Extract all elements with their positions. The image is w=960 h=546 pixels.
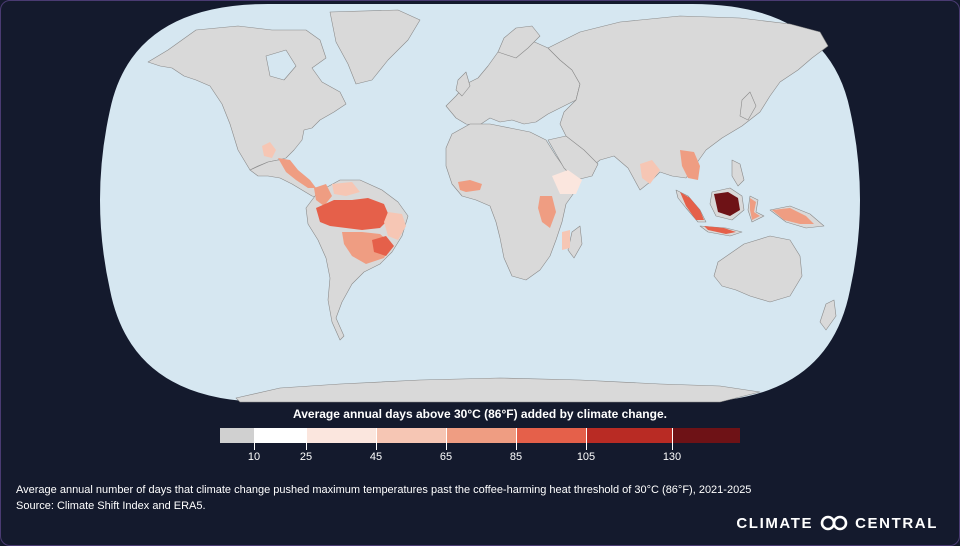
hotspot-ethiopia[interactable] [552, 170, 582, 194]
north-america-landmass [147, 25, 347, 171]
climate-central-logo[interactable]: CLIMATE CENTRAL [736, 514, 938, 532]
australia-landmass [713, 235, 803, 303]
hotspot-east-africa[interactable] [538, 196, 556, 228]
japan-landmass [739, 91, 757, 121]
linked-rings-icon [820, 515, 848, 531]
legend-title: Average annual days above 30°C (86°F) ad… [293, 407, 667, 421]
greenland-landmass [329, 9, 421, 85]
arabia-landmass [547, 135, 599, 181]
hotspot-tanzania[interactable] [562, 230, 570, 250]
antarctica-landmass [235, 377, 761, 403]
legend-segment [516, 428, 586, 443]
hotspot-southeast-asia[interactable] [680, 150, 700, 180]
hotspot-sumatra[interactable] [680, 192, 704, 220]
hotspot-west-africa[interactable] [458, 180, 482, 192]
legend-segment [586, 428, 672, 443]
hotspot-eastern-brazil[interactable] [384, 212, 406, 240]
hotspot-colombia[interactable] [314, 184, 332, 206]
map-source: Source: Climate Shift Index and ERA5. [16, 500, 206, 512]
hotspot-venezuela[interactable] [332, 182, 360, 196]
hotspot-brazil-interior[interactable] [372, 236, 394, 256]
legend-segment [254, 428, 306, 443]
legend-color-scale [220, 428, 740, 443]
new-zealand [819, 299, 837, 331]
scandinavia-landmass [497, 25, 541, 59]
legend-segment [220, 428, 254, 443]
brand-word-left: CLIMATE [736, 514, 814, 532]
legend-segment [446, 428, 516, 443]
british-isles [455, 71, 471, 97]
hotspot-amazon-basin[interactable] [316, 198, 390, 230]
map-caption: Average annual number of days that clima… [16, 484, 752, 496]
hudson-bay [265, 49, 297, 81]
philippines [731, 159, 745, 187]
hotspot-sulawesi[interactable] [750, 198, 760, 220]
hotspot-java[interactable] [704, 226, 736, 234]
legend-segment [306, 428, 376, 443]
hotspot-borneo[interactable] [714, 192, 740, 216]
africa-landmass [445, 123, 581, 281]
hotspot-central-america[interactable] [278, 158, 316, 188]
asia-landmass [547, 15, 829, 191]
hotspot-mexico[interactable] [262, 142, 276, 158]
hotspot-india[interactable] [640, 160, 660, 184]
legend-segment [672, 428, 740, 443]
brand-word-right: CENTRAL [855, 514, 938, 532]
hotspot-new-guinea[interactable] [772, 208, 814, 224]
legend-segment [376, 428, 446, 443]
